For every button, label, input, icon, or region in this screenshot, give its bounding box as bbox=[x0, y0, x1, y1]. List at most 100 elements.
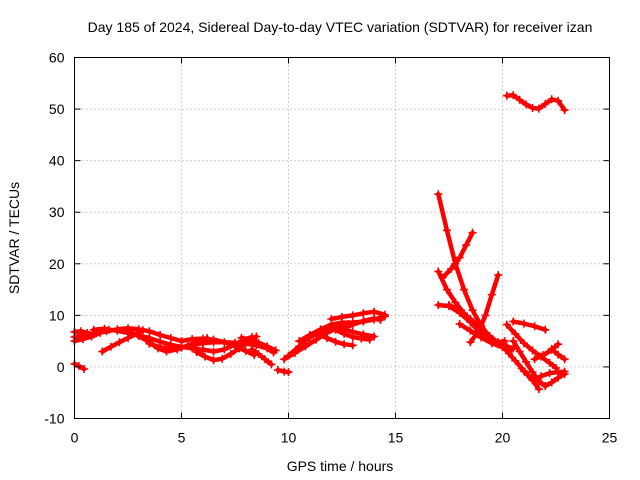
data-point bbox=[528, 368, 537, 377]
data-point bbox=[545, 369, 554, 378]
chart-title: Day 185 of 2024, Sidereal Day-to-day VTE… bbox=[88, 19, 593, 35]
data-point bbox=[509, 91, 518, 100]
data-point bbox=[560, 106, 569, 115]
data-point bbox=[468, 228, 477, 237]
data-point bbox=[445, 301, 453, 309]
data-point bbox=[515, 347, 524, 356]
data-point bbox=[188, 335, 197, 344]
data-point bbox=[226, 350, 235, 358]
data-point bbox=[547, 344, 556, 353]
data-point bbox=[359, 309, 368, 318]
data-point bbox=[434, 190, 443, 199]
series-arc-20 bbox=[327, 307, 389, 323]
x-axis: 0 5 10 15 20 25 bbox=[71, 57, 617, 446]
data-point bbox=[74, 361, 83, 370]
data-point bbox=[280, 355, 289, 364]
data-point bbox=[254, 338, 263, 347]
data-point bbox=[312, 335, 321, 344]
y-tick-label: 50 bbox=[49, 101, 65, 117]
data-point bbox=[522, 357, 530, 366]
series-arc-01 bbox=[70, 359, 89, 373]
data-point bbox=[442, 226, 451, 235]
data-point bbox=[284, 351, 293, 360]
series-line bbox=[510, 319, 548, 333]
data-point bbox=[340, 329, 349, 338]
data-point bbox=[209, 335, 218, 344]
data-point bbox=[451, 298, 460, 307]
data-point bbox=[113, 326, 122, 335]
data-point bbox=[554, 373, 563, 382]
series-arc-10 bbox=[192, 332, 261, 365]
series-arc-13 bbox=[248, 345, 276, 369]
data-point bbox=[455, 306, 464, 315]
data-point bbox=[447, 264, 456, 273]
data-point bbox=[509, 317, 518, 326]
data-point bbox=[124, 334, 132, 342]
data-point bbox=[348, 341, 357, 350]
data-point bbox=[455, 320, 464, 329]
y-tick-label: 30 bbox=[49, 204, 65, 220]
data-point bbox=[460, 285, 468, 294]
data-point bbox=[115, 338, 124, 347]
y-axis-label: SDTVAR / TECUs bbox=[6, 182, 22, 294]
data-point bbox=[528, 376, 537, 385]
data-point bbox=[177, 337, 186, 346]
data-point bbox=[554, 96, 563, 105]
data-point bbox=[498, 342, 507, 351]
y-tick-label: 10 bbox=[49, 307, 65, 323]
data-point bbox=[331, 325, 340, 334]
data-point bbox=[376, 316, 385, 324]
data-point bbox=[547, 95, 556, 104]
data-point bbox=[519, 339, 528, 348]
data-point bbox=[494, 271, 503, 280]
data-point bbox=[209, 347, 218, 356]
data-point bbox=[485, 332, 494, 340]
data-point bbox=[370, 332, 379, 341]
data-point bbox=[98, 347, 107, 356]
data-point bbox=[519, 367, 528, 376]
data-point bbox=[468, 306, 477, 315]
data-point bbox=[209, 356, 218, 365]
series-line bbox=[249, 347, 274, 367]
data-point bbox=[537, 372, 545, 381]
data-point bbox=[340, 340, 349, 349]
data-point bbox=[156, 343, 165, 352]
data-point bbox=[481, 311, 490, 320]
series-arc-31 bbox=[509, 337, 569, 390]
data-point bbox=[357, 334, 366, 343]
data-point bbox=[434, 267, 443, 276]
data-point bbox=[554, 350, 563, 359]
series-arc-14 bbox=[273, 366, 293, 377]
data-point bbox=[348, 311, 357, 320]
x-tick-label: 20 bbox=[495, 430, 511, 446]
data-point bbox=[522, 100, 530, 109]
data-point bbox=[106, 342, 115, 351]
data-point bbox=[370, 307, 379, 316]
data-point bbox=[241, 346, 250, 355]
series-arc-34 bbox=[547, 344, 569, 364]
data-point bbox=[323, 334, 331, 342]
data-point bbox=[201, 352, 209, 361]
data-point bbox=[166, 334, 175, 342]
data-point bbox=[528, 346, 537, 355]
data-point bbox=[487, 339, 496, 348]
data-point bbox=[83, 328, 92, 337]
data-point bbox=[314, 330, 323, 339]
data-point bbox=[124, 326, 132, 335]
series-arc-36 bbox=[502, 91, 569, 115]
data-point bbox=[502, 320, 511, 329]
data-point bbox=[145, 339, 154, 348]
data-point bbox=[284, 368, 293, 377]
data-point bbox=[541, 99, 550, 108]
data-point bbox=[515, 95, 524, 104]
data-point bbox=[365, 335, 374, 344]
data-point bbox=[100, 324, 109, 333]
data-point bbox=[198, 345, 207, 354]
data-point bbox=[139, 326, 147, 335]
data-point bbox=[509, 337, 518, 346]
data-point bbox=[434, 301, 443, 309]
data-point bbox=[273, 366, 282, 374]
data-point bbox=[560, 370, 569, 379]
data-point bbox=[466, 338, 475, 347]
series-arc-12 bbox=[237, 334, 280, 355]
